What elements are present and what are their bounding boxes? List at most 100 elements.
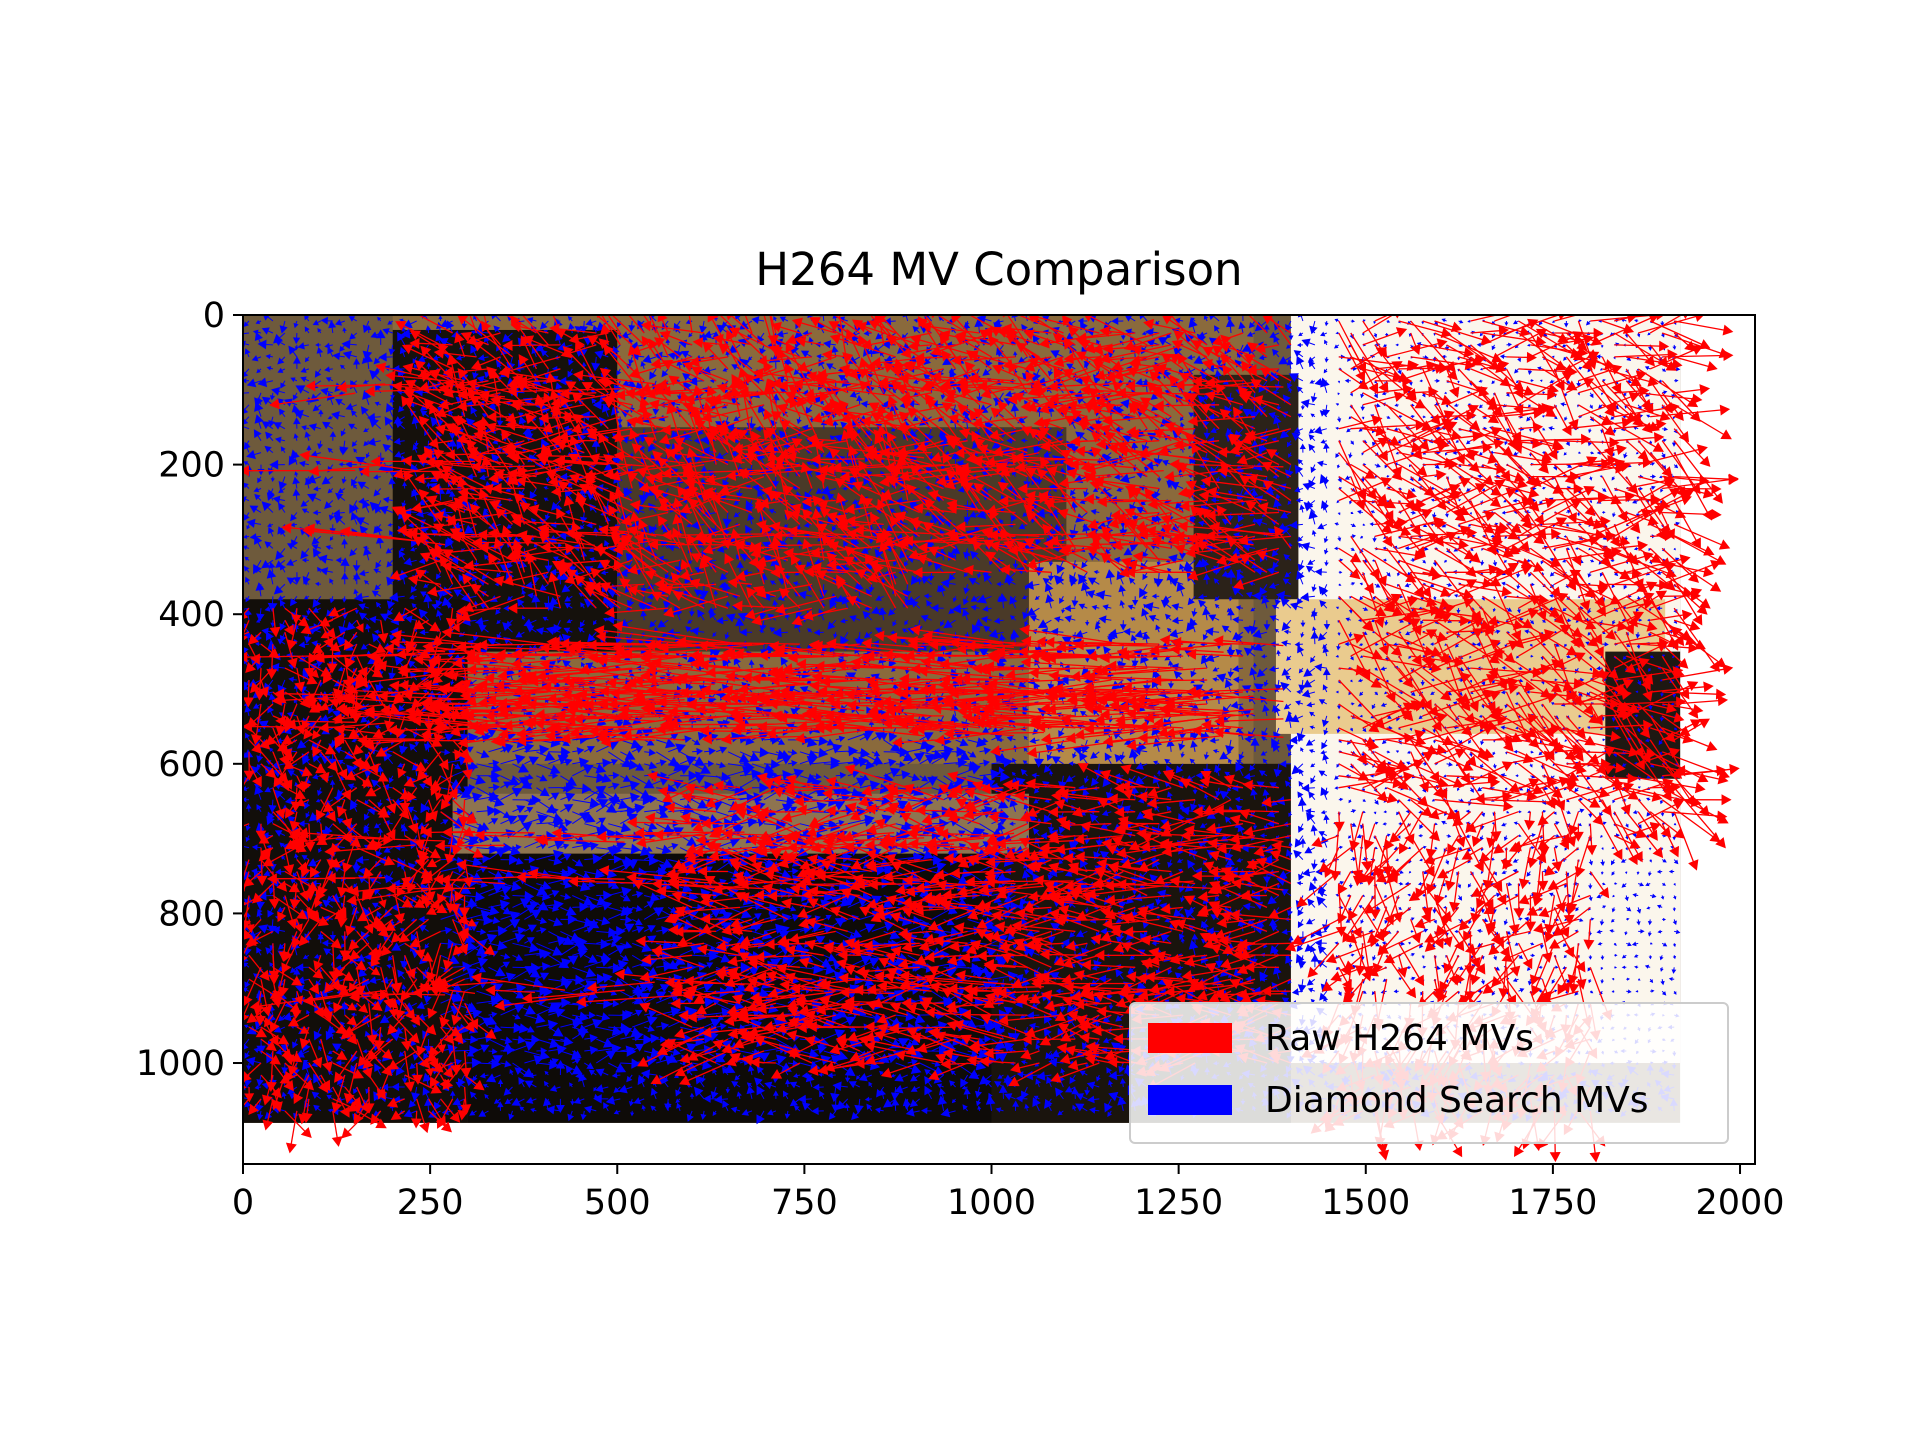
vector [1337,512,1341,516]
vector [1492,596,1496,600]
vector [1444,391,1447,395]
vector [1080,321,1088,334]
vector [1373,332,1378,338]
vector [1585,320,1591,326]
vector [293,320,299,329]
vector [438,315,443,322]
vector [1468,523,1472,527]
vector [1587,582,1591,586]
vector [1673,547,1676,551]
vector [1285,320,1293,333]
vector [446,320,455,334]
vector [1647,618,1651,622]
vector [1408,655,1412,660]
vector [1515,331,1519,335]
vector [502,332,513,343]
vector [1335,606,1339,610]
vector [382,328,393,335]
vector [399,318,405,323]
vector [665,338,671,345]
vector [882,340,896,349]
vector [1515,774,1519,778]
vector [304,315,310,322]
vector [320,316,333,325]
vector [1552,320,1556,324]
vector [261,327,274,335]
vector [1441,318,1447,323]
vector [1578,726,1582,730]
vector [1324,339,1328,346]
vector [1469,679,1472,683]
vector [1395,750,1399,753]
vector [1529,643,1533,647]
vector [1124,315,1136,322]
vector [1539,379,1543,383]
vector [1362,523,1366,526]
vector [1515,380,1519,384]
chart-title: H264 MV Comparison [755,243,1242,296]
vector [1111,317,1124,325]
vector [1504,535,1508,539]
vector [1385,333,1389,338]
vector [611,344,621,355]
vector [1529,428,1532,432]
vector [1539,523,1543,526]
vector [773,315,777,322]
vector [1334,318,1340,323]
vector [328,320,337,334]
vector [912,325,921,334]
vector [1563,643,1568,647]
vector [779,316,789,323]
vector [1566,523,1570,527]
vector [1337,392,1340,396]
vector [342,327,347,334]
vector [1373,320,1377,325]
vector [1011,315,1018,322]
vector [628,320,636,332]
vector [1335,331,1339,335]
vector [365,324,372,334]
vector [375,329,386,345]
vector [292,332,301,345]
vector [1598,319,1603,323]
vector [1301,338,1316,348]
vector [1455,439,1459,443]
vector [274,339,286,346]
vector [1512,320,1519,325]
vector [1551,355,1555,359]
vector [585,318,597,327]
vector [1563,320,1569,328]
vector [688,332,693,338]
vector [294,344,299,351]
vector [304,326,310,334]
vector [377,316,382,322]
vector [1269,331,1280,339]
vector [1225,318,1236,334]
vector [348,316,358,322]
vector [1479,332,1484,337]
vector [1600,727,1603,730]
vector [1350,511,1354,514]
vector [1350,319,1356,323]
vector [1374,475,1378,479]
vector [1457,380,1460,384]
vector [1361,332,1365,336]
vector [388,344,396,356]
vector [1333,344,1340,349]
vector [279,320,288,334]
vector [1359,655,1364,658]
vector [1672,655,1675,659]
vector [1672,416,1676,420]
vector [1386,319,1391,323]
vector [579,320,588,334]
vector [1589,500,1593,504]
vector [1335,690,1339,694]
vector [461,320,467,329]
vector [1480,367,1483,371]
vector [1647,332,1651,336]
vector [1350,679,1353,683]
vector [1469,655,1472,659]
vector [317,327,322,334]
vector [1469,512,1472,515]
vector [1288,332,1294,341]
